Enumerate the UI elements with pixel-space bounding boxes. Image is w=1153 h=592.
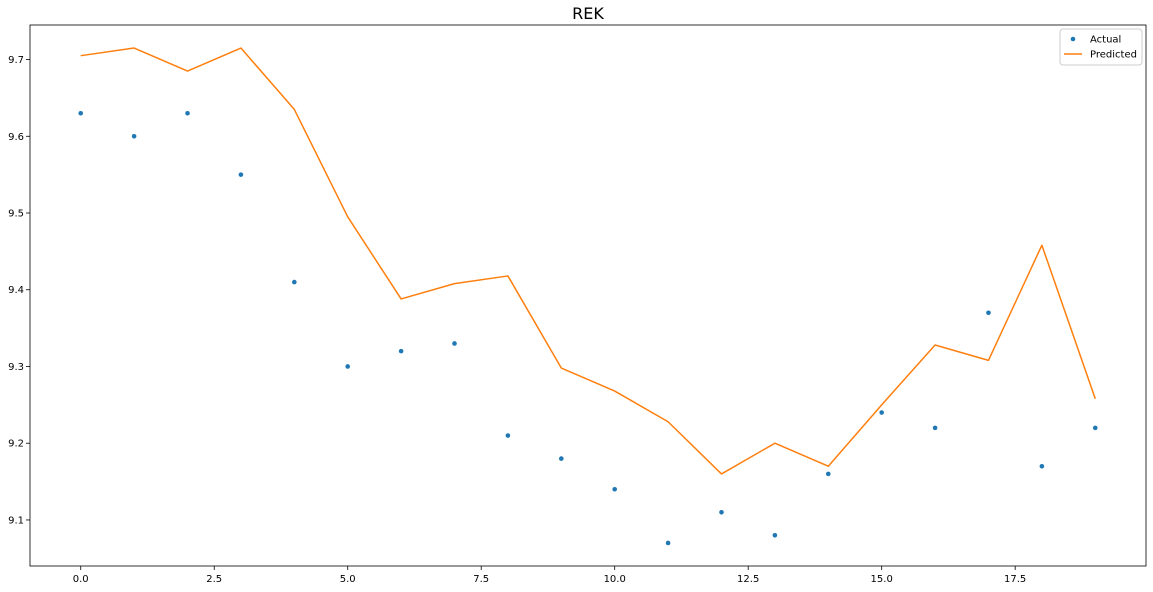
x-axis: 0.0 2.5 5.0 7.5 10.0 12.5 15.0 17.5	[73, 566, 1026, 585]
data-point-actual	[879, 410, 884, 415]
data-point-actual	[292, 279, 297, 285]
legend-label: Predicted	[1090, 50, 1137, 61]
data-point-actual	[398, 348, 404, 354]
data-point-actual	[825, 471, 831, 477]
series-line-predicted	[80, 47, 1096, 475]
plot-frame	[29, 24, 1147, 567]
plot-area: 0.0 2.5 5.0 7.5 10.0 12.5 15.0 17.5 9.19.29.39.…	[8, 24, 1147, 585]
data-point-actual	[131, 133, 137, 139]
data-point-actual	[665, 540, 671, 546]
data-point-actual	[452, 341, 457, 346]
legend-marker-actual	[1070, 36, 1076, 42]
y-tick-label: 9.7	[8, 55, 24, 66]
data-point-actual	[185, 110, 190, 116]
series-layer	[78, 47, 1098, 546]
x-tick-label: 12.5	[737, 574, 759, 585]
y-tick-label: 9.6	[8, 132, 24, 143]
y-axis: 9.1 9.2 9.3 9.4 9.5 9.6 9.7	[8, 55, 30, 526]
x-tick-label: 17.5	[1004, 574, 1026, 585]
chart-title: REK	[572, 4, 604, 23]
legend-box	[1059, 28, 1143, 66]
data-point-actual	[932, 425, 938, 431]
x-tick-label: 5.0	[340, 574, 356, 585]
data-point-actual	[986, 310, 991, 316]
data-point-actual	[772, 533, 778, 538]
y-tick-label: 9.3	[8, 362, 24, 373]
x-tick-label: 15.0	[871, 574, 893, 585]
legend-label: Actual	[1090, 35, 1121, 46]
legend-items: Actual Predicted	[1064, 35, 1137, 61]
y-tick-label: 9.1	[8, 515, 24, 526]
data-point-actual	[345, 364, 351, 369]
data-point-actual	[238, 172, 244, 177]
x-tick-label: 2.5	[206, 574, 222, 585]
data-point-actual	[1039, 463, 1045, 469]
data-point-actual	[78, 110, 84, 116]
x-tick-label: 10.0	[604, 574, 626, 585]
x-tick-label: 0.0	[73, 574, 89, 585]
y-tick-label: 9.2	[8, 439, 24, 450]
data-point-actual	[719, 509, 724, 515]
data-point-actual	[505, 433, 511, 438]
data-point-actual	[612, 486, 617, 492]
data-point-actual	[1092, 425, 1098, 431]
x-tick-label: 7.5	[473, 574, 489, 585]
y-tick-label: 9.5	[8, 209, 24, 220]
legend: Actual Predicted	[1059, 28, 1143, 66]
y-tick-label: 9.4	[8, 285, 24, 296]
data-point-actual	[559, 456, 564, 461]
